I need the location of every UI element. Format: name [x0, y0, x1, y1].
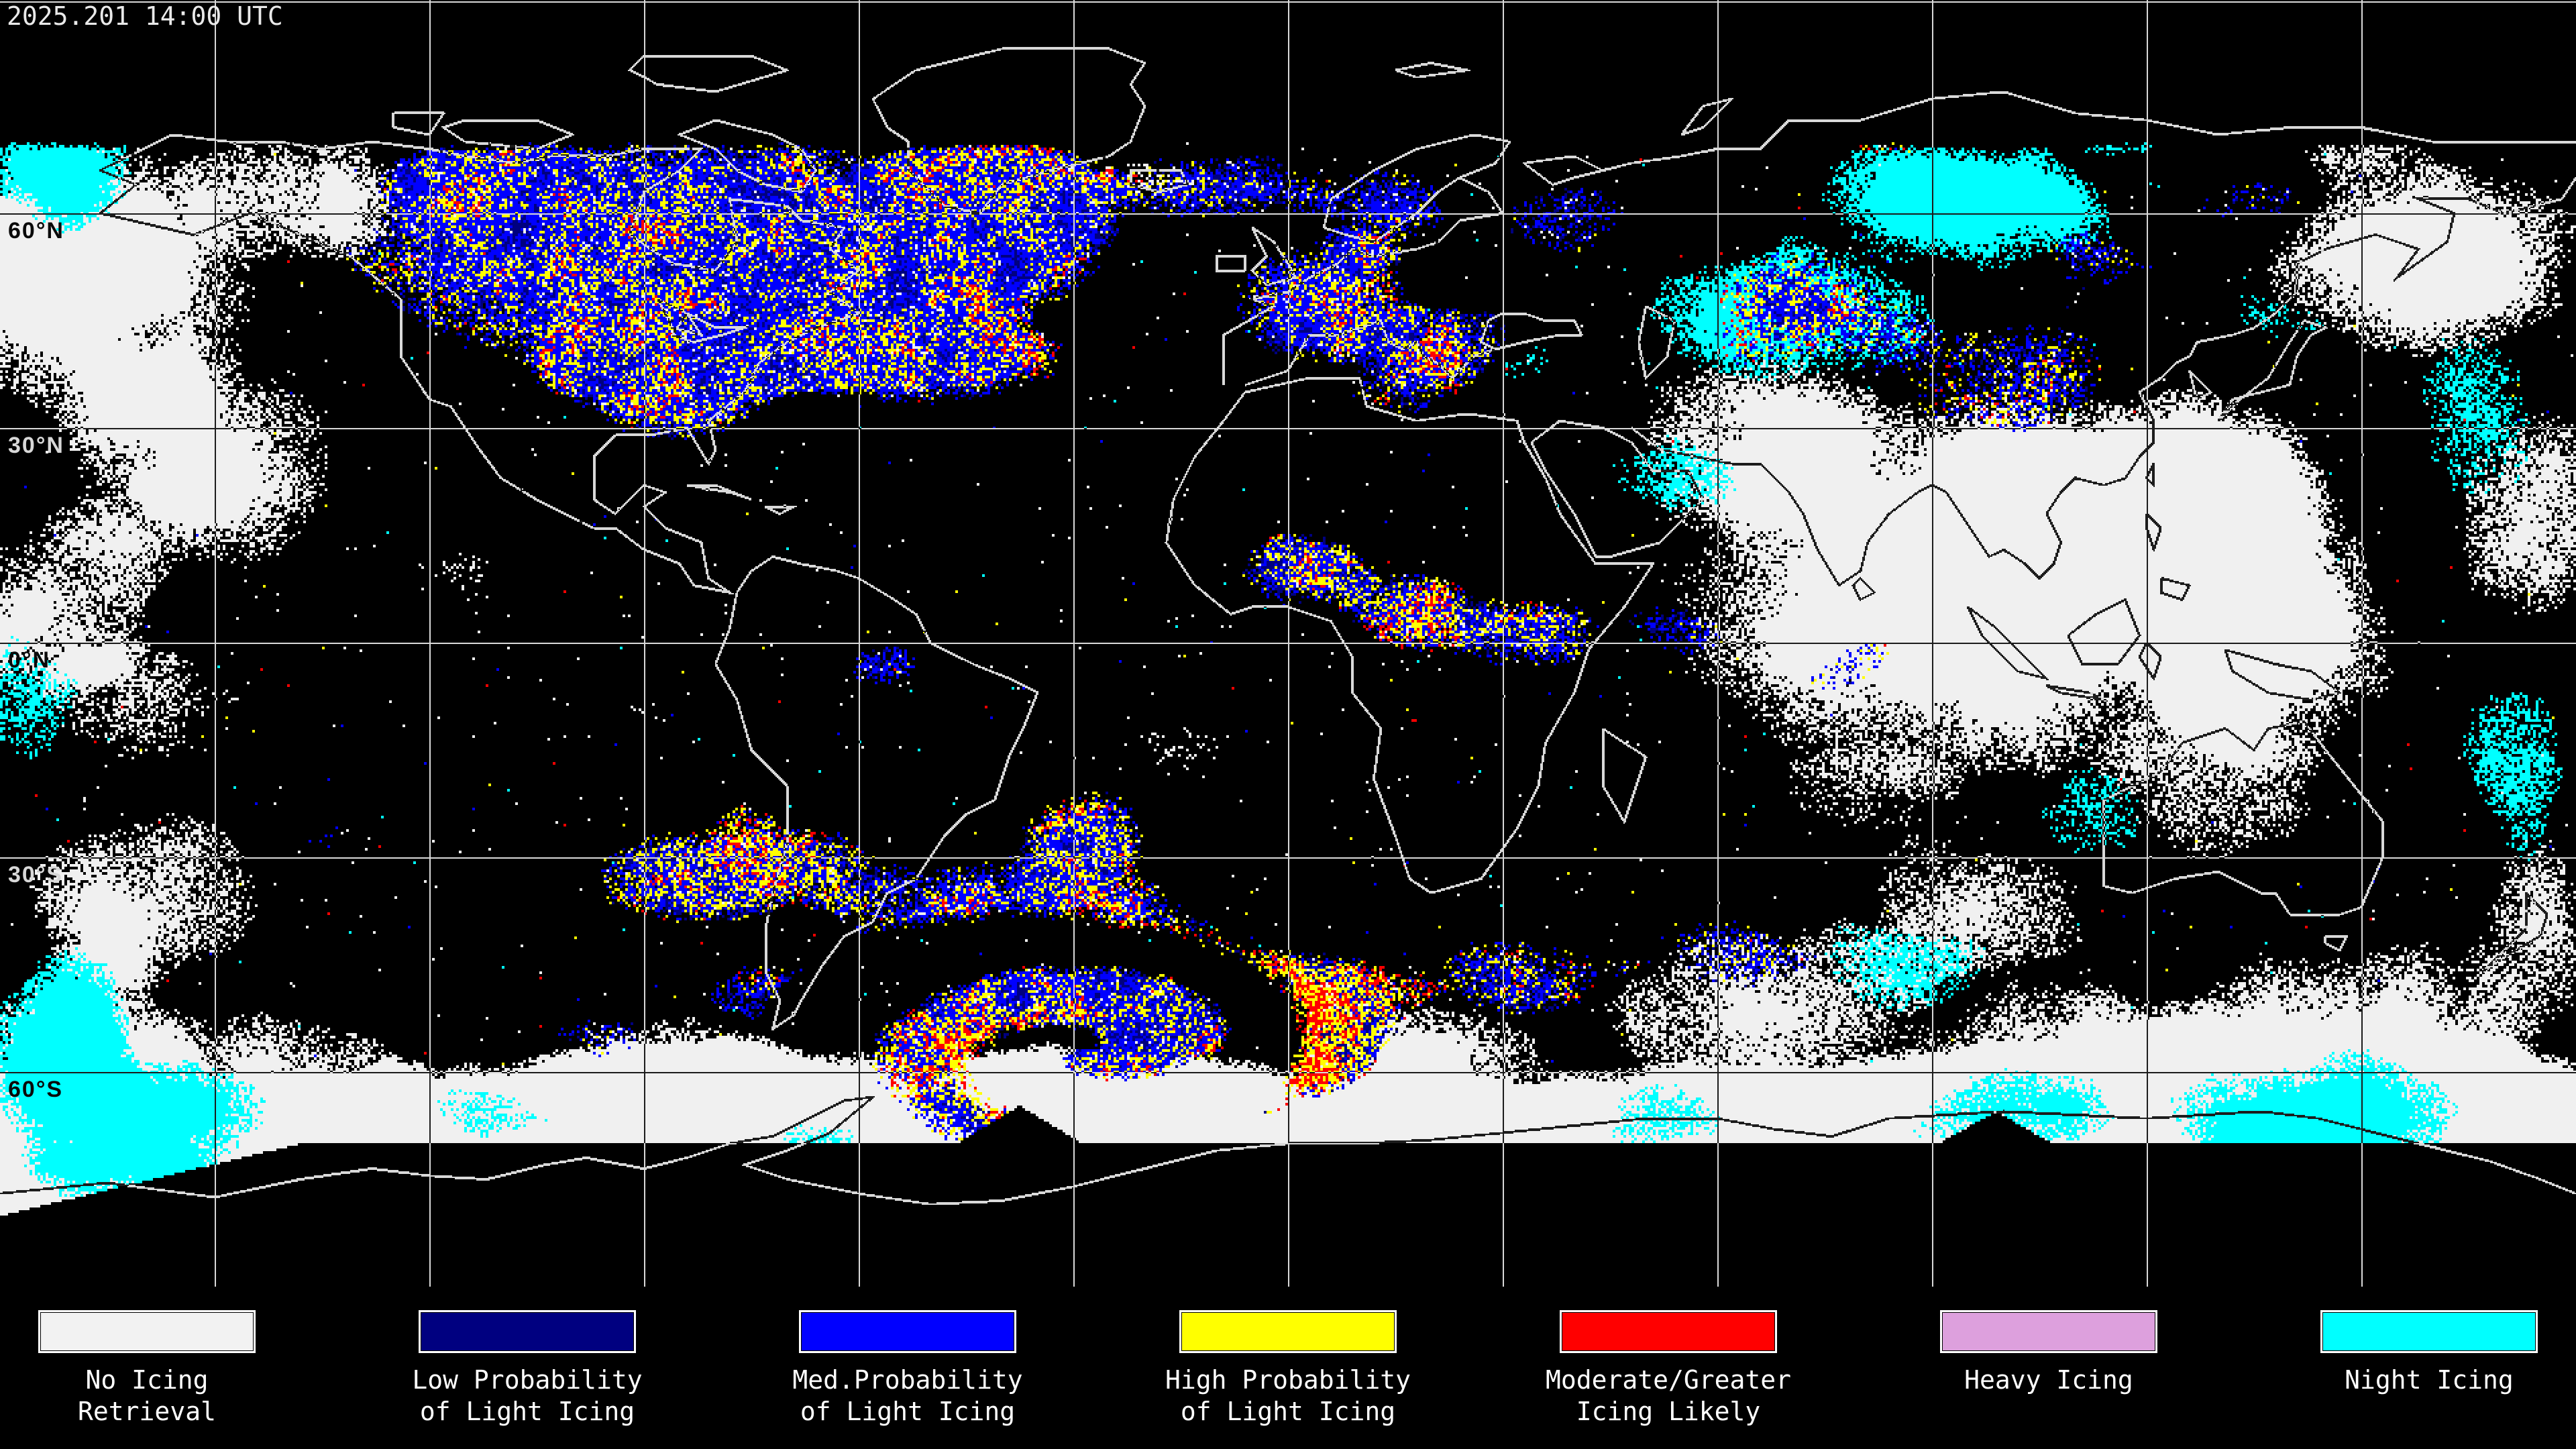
legend-label: Low Probability — [412, 1365, 643, 1395]
latitude-label-60n: 60°N — [8, 218, 64, 244]
legend-item-low-probability: Low Probability of Light Icing — [412, 1309, 643, 1444]
legend-label: High Probability — [1165, 1365, 1411, 1395]
legend-swatch-moderate-greater — [1562, 1312, 1775, 1351]
legend-item-med-probability: Med.Probability of Light Icing — [792, 1309, 1023, 1444]
legend-swatch-high-probability — [1181, 1312, 1395, 1351]
legend-label: of Light Icing — [419, 1397, 635, 1426]
legend-swatch-no-icing — [40, 1312, 254, 1351]
legend-label: Med.Probability — [792, 1365, 1023, 1395]
legend-label — [2345, 1396, 2514, 1428]
legend-swatch-low-probability — [421, 1312, 634, 1351]
latitude-label-0n: 0°N — [8, 647, 51, 673]
latitude-label-30n: 30°N — [8, 433, 64, 458]
legend-item-night-icing: Night Icing — [2321, 1309, 2537, 1444]
latitude-label-60s: 60°S — [8, 1077, 64, 1102]
legend-swatch-med-probability — [801, 1312, 1014, 1351]
legend-item-no-icing: No Icing Retrieval — [39, 1309, 255, 1444]
legend: No Icing Retrieval Low Probability of Li… — [0, 1309, 2576, 1444]
timestamp: 2025.201 14:00 UTC — [7, 1, 283, 31]
legend-label — [1964, 1396, 2133, 1428]
legend-label: Moderate/Greater — [1545, 1365, 1792, 1395]
legend-item-high-probability: High Probability of Light Icing — [1165, 1309, 1411, 1444]
legend-swatch-night-icing — [2322, 1312, 2536, 1351]
legend-label: No Icing — [85, 1365, 209, 1395]
legend-item-moderate-greater: Moderate/Greater Icing Likely — [1546, 1309, 1791, 1444]
legend-label: of Light Icing — [800, 1397, 1016, 1426]
legend-label: Night Icing — [2345, 1365, 2514, 1395]
legend-item-heavy-icing: Heavy Icing — [1941, 1309, 2157, 1444]
legend-label: Retrieval — [78, 1397, 216, 1426]
legend-swatch-heavy-icing — [1942, 1312, 2155, 1351]
latitude-label-30s: 30°S — [8, 862, 64, 888]
legend-label: of Light Icing — [1180, 1397, 1396, 1426]
legend-label: Heavy Icing — [1964, 1365, 2133, 1395]
legend-label: Icing Likely — [1576, 1397, 1761, 1426]
